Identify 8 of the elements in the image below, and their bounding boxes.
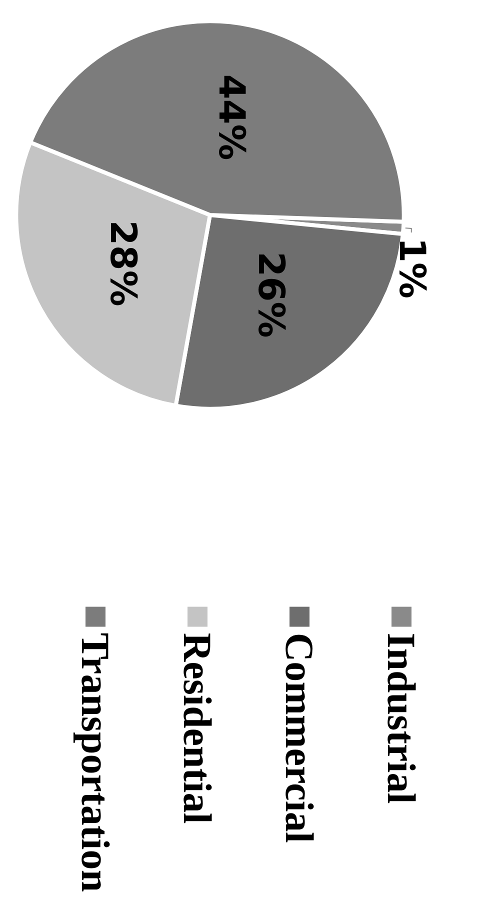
legend-label: Residential: [175, 632, 220, 824]
legend-label: Industrial: [379, 632, 424, 804]
data-label: 1%: [390, 237, 432, 299]
data-label: 26%: [250, 252, 291, 338]
data-label: 44%: [210, 74, 252, 160]
legend-label: Commercial: [277, 632, 322, 844]
legend-label: Transportation: [73, 632, 118, 892]
data-label: 28%: [102, 220, 144, 306]
